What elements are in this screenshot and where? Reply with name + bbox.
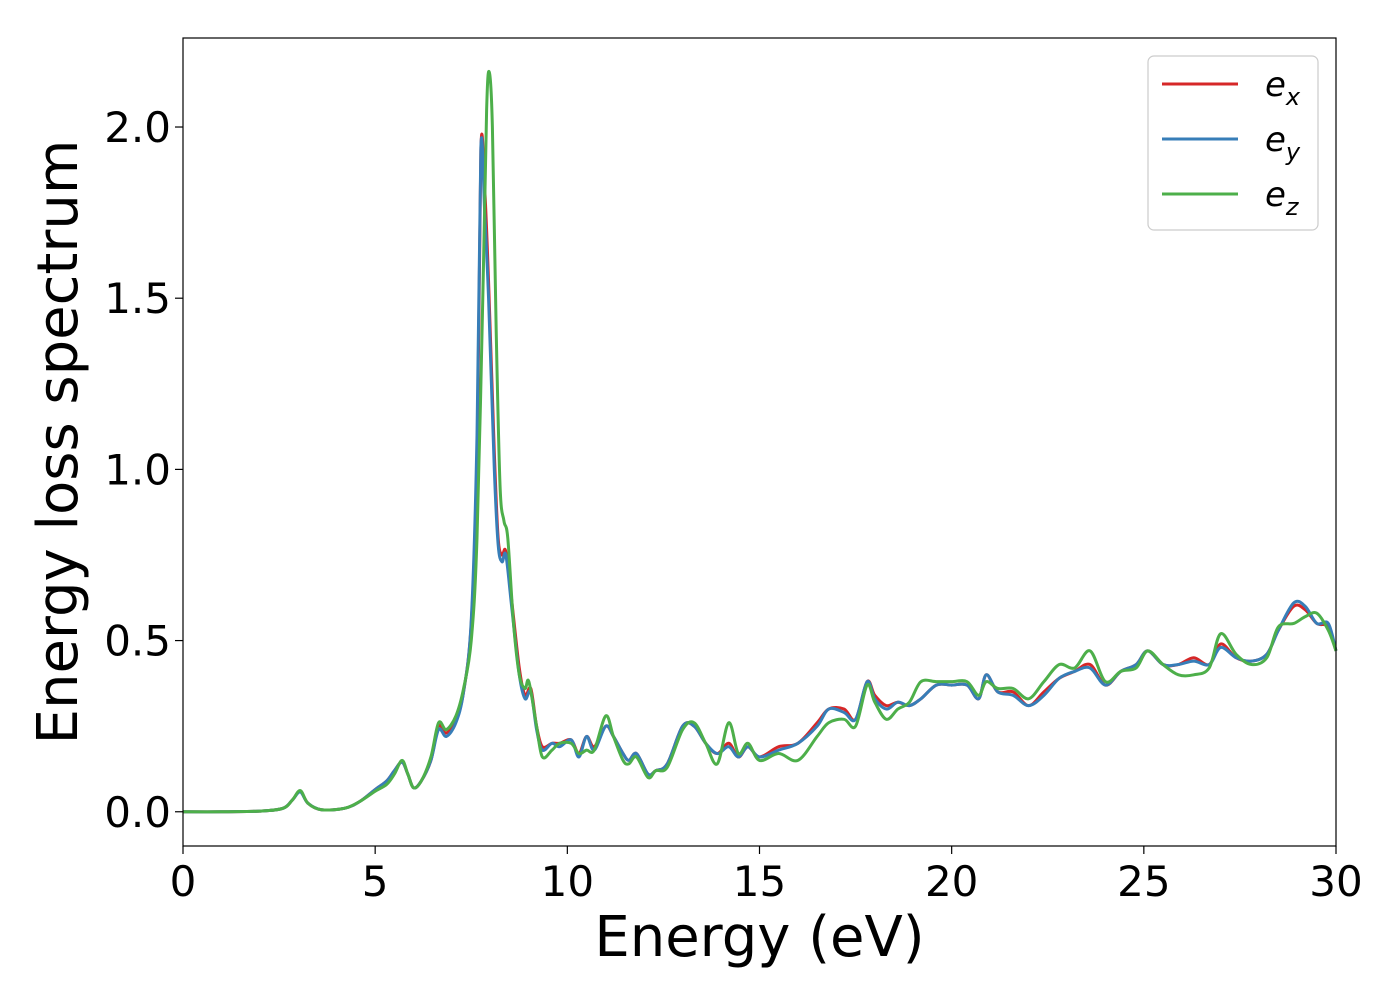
y-tick-label: 0.0: [104, 788, 171, 837]
series-line-e-z: [182, 69, 1338, 814]
legend-label-e-z: ez: [1265, 175, 1300, 221]
legend-box: [1147, 55, 1319, 231]
y-axis-ticks: 0.0 0.5 1.0 1.5 2.0: [104, 103, 183, 837]
x-tick-label: 10: [541, 857, 594, 906]
y-axis-label: Energy loss spectrum: [26, 140, 91, 745]
y-tick-label: 0.5: [104, 617, 171, 666]
x-tick-label: 20: [925, 857, 978, 906]
x-axis-label: Energy (eV): [594, 905, 924, 970]
series-line-e-x: [182, 132, 1338, 814]
legend-label-e-x: ex: [1265, 65, 1301, 111]
x-tick-label: 5: [362, 857, 389, 906]
x-tick-label: 15: [733, 857, 786, 906]
legend-label-e-y: ey: [1265, 120, 1301, 166]
plot-lines: [182, 69, 1338, 814]
series-line-e-y: [182, 136, 1338, 814]
y-tick-label: 1.5: [104, 274, 171, 323]
x-tick-label: 0: [170, 857, 197, 906]
x-axis-ticks: 0 5 10 15 20 25 30: [170, 846, 1363, 906]
y-tick-label: 2.0: [104, 103, 171, 152]
x-tick-label: 25: [1117, 857, 1170, 906]
y-tick-label: 1.0: [104, 445, 171, 494]
legend: ex ey ez: [1147, 55, 1319, 231]
x-tick-label: 30: [1309, 857, 1362, 906]
